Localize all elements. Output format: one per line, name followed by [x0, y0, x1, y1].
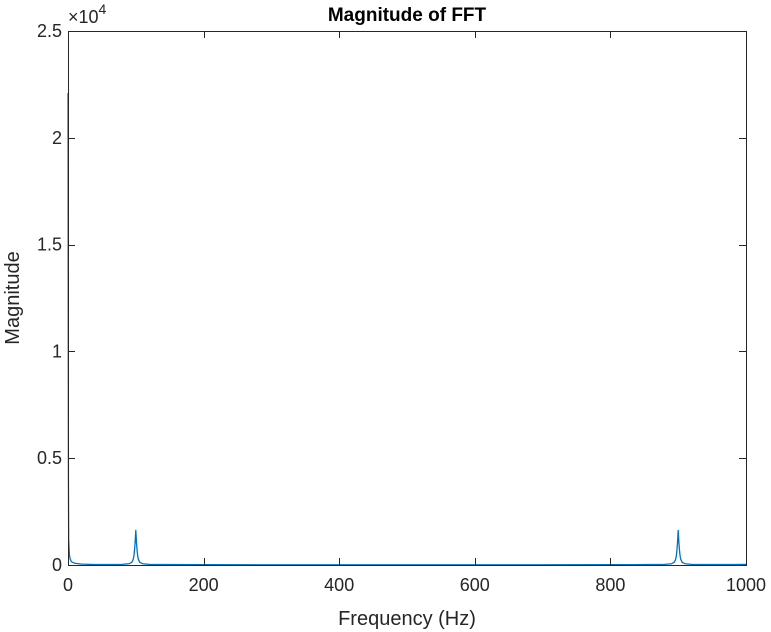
x-tick-label-0: 0	[63, 575, 73, 595]
y-tick-label-1: 0.5	[37, 448, 62, 468]
y-axis-exponent-power: 4	[99, 1, 107, 17]
x-tick-label-1: 200	[189, 575, 219, 595]
axes-box	[68, 31, 747, 566]
y-tick-label-0: 0	[52, 555, 62, 575]
y-ticks: 0 0.5 1 1.5 2 2.5	[37, 21, 746, 575]
y-axis-exponent-base: ×10	[68, 7, 99, 27]
y-tick-label-4: 2	[52, 128, 62, 148]
x-tick-label-4: 800	[595, 575, 625, 595]
y-axis-exponent: ×104	[68, 1, 107, 27]
x-tick-label-5: 1000	[726, 575, 766, 595]
y-tick-label-5: 2.5	[37, 21, 62, 41]
chart-title: Magnitude of FFT	[328, 5, 487, 26]
x-tick-label-3: 600	[460, 575, 490, 595]
x-tick-label-2: 400	[324, 575, 354, 595]
plot-area: 0 200 400 600 800 1000 0 0.5 1 1.5 2 2.5	[37, 21, 766, 595]
y-tick-label-3: 1.5	[37, 235, 62, 255]
y-tick-label-2: 1	[52, 341, 62, 361]
y-axis-label: Magnitude	[2, 251, 24, 344]
series-layer	[67, 92, 747, 566]
axes-background	[68, 31, 746, 565]
series-line-1	[67, 92, 747, 566]
x-axis-label: Frequency (Hz)	[338, 608, 476, 630]
x-ticks: 0 200 400 600 800 1000	[63, 31, 766, 595]
